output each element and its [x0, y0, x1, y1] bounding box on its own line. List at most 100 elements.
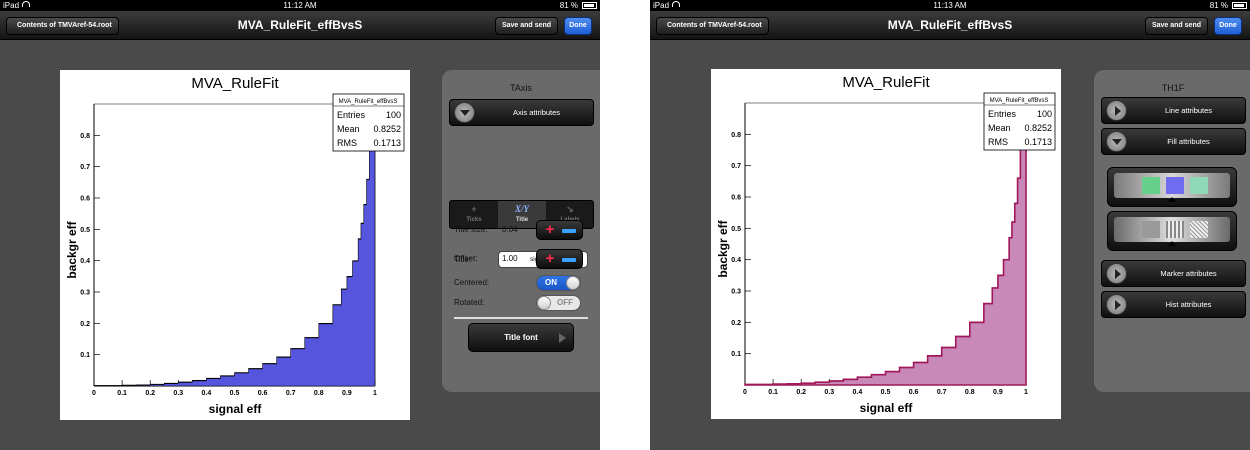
- pattern-swatch[interactable]: [1166, 221, 1184, 238]
- histogram-bin: [178, 381, 193, 383]
- histogram-bin: [290, 348, 305, 350]
- expand-down-icon: [1106, 131, 1127, 152]
- y-tick-label: 0.1: [731, 351, 741, 358]
- histogram-bin: [773, 384, 788, 385]
- color-swatch[interactable]: [1190, 177, 1208, 194]
- histogram-bin: [927, 355, 942, 357]
- title-size-stepper[interactable]: +: [536, 220, 583, 240]
- stats-mean-label: Mean: [337, 124, 360, 134]
- fill-pattern-picker[interactable]: [1107, 211, 1237, 251]
- x-tick-label: 0.2: [796, 389, 806, 396]
- histogram-bin: [352, 260, 359, 262]
- histogram-bin: [871, 374, 886, 376]
- offset-stepper[interactable]: +: [536, 249, 583, 269]
- y-tick-label: 0.1: [80, 352, 90, 359]
- plus-icon[interactable]: +: [545, 250, 555, 267]
- fill-attributes-label: Fill attributes: [1167, 137, 1210, 146]
- hist-attributes-button[interactable]: Hist attributes: [1101, 291, 1246, 318]
- color-wheel: [1114, 173, 1230, 198]
- navigation-bar: Contents of TMVAref-54.root MVA_RuleFit_…: [0, 11, 600, 40]
- stats-entries-label: Entries: [988, 109, 1017, 119]
- hist-attributes-label: Hist attributes: [1165, 300, 1212, 309]
- stats-mean-value: 0.8252: [1024, 123, 1052, 133]
- stats-rms-label: RMS: [337, 138, 357, 148]
- color-swatch[interactable]: [1166, 177, 1184, 194]
- histogram-area: [744, 117, 1027, 386]
- line-attributes-button[interactable]: Line attributes: [1101, 97, 1246, 124]
- plot-title: MVA_RuleFit: [842, 74, 930, 91]
- picker-pointer-icon: [1168, 197, 1176, 202]
- histogram-bin: [829, 380, 844, 382]
- stats-rms-value: 0.1713: [1024, 137, 1052, 147]
- y-tick-label: 0.8: [731, 132, 741, 139]
- panel-title: TAxis: [510, 83, 532, 93]
- y-tick-label: 0.5: [731, 226, 741, 233]
- minus-icon[interactable]: [562, 229, 576, 233]
- axis-attributes-button[interactable]: Axis attributes: [449, 99, 594, 126]
- histogram-bin: [1003, 259, 1010, 261]
- histogram-bin: [346, 276, 353, 278]
- histogram-bin: [360, 223, 364, 224]
- x-tick-label: 0.4: [202, 390, 212, 397]
- x-axis-label: signal eff: [860, 401, 914, 415]
- plus-icon[interactable]: +: [545, 221, 555, 238]
- y-tick-label: 0.6: [731, 195, 741, 202]
- title-size-value: 0.04: [502, 225, 518, 234]
- offset-value: 1.00: [502, 254, 518, 263]
- histogram-bin: [108, 385, 123, 387]
- histogram-bin: [843, 379, 858, 381]
- histogram-bin: [220, 375, 235, 377]
- battery-icon: [582, 2, 597, 9]
- save-and-send-button[interactable]: Save and send: [494, 17, 558, 35]
- stats-entries-value: 100: [1037, 109, 1052, 119]
- offset-label: Offset:: [454, 254, 478, 263]
- fill-color-picker[interactable]: [1107, 167, 1237, 207]
- histogram-bin: [164, 383, 179, 384]
- histogram-bin: [969, 322, 984, 324]
- histogram-bin: [899, 367, 914, 369]
- centered-switch[interactable]: ON: [536, 275, 581, 291]
- done-button[interactable]: Done: [564, 17, 592, 35]
- back-button[interactable]: Contents of TMVAref-54.root: [656, 17, 769, 35]
- x-tick-label: 0.6: [258, 390, 268, 397]
- stats-mean-value: 0.8252: [373, 124, 401, 134]
- pattern-swatch[interactable]: [1142, 221, 1160, 238]
- histogram-canvas[interactable]: MVA_RuleFit signal eff backgr eff 0 0.1 0.…: [711, 69, 1061, 419]
- y-tick-label: 0.3: [80, 290, 90, 297]
- wifi-icon: [672, 1, 681, 7]
- back-button[interactable]: Contents of TMVAref-54.root: [6, 17, 119, 35]
- histogram-bin: [1017, 178, 1021, 179]
- y-tick-label: 0.7: [80, 164, 90, 171]
- tab-ticks[interactable]: + Ticks: [450, 201, 498, 228]
- histogram-bin: [1009, 237, 1012, 239]
- histogram-bin: [234, 372, 249, 374]
- histogram-bin: [815, 382, 830, 383]
- minus-icon[interactable]: [562, 258, 576, 262]
- labels-icon: ↘: [566, 204, 574, 214]
- save-and-send-button[interactable]: Save and send: [1144, 17, 1208, 35]
- title-font-button[interactable]: Title font: [468, 323, 574, 352]
- x-tick-label: 0.2: [145, 390, 155, 397]
- y-tick-label: 0.4: [80, 258, 90, 265]
- histogram-bin: [206, 378, 221, 379]
- histogram-bin: [262, 363, 277, 365]
- carrier-label: iPad: [3, 0, 31, 11]
- fill-attributes-button[interactable]: Fill attributes: [1101, 128, 1246, 155]
- carrier-label: iPad: [653, 0, 681, 11]
- histogram-bin: [192, 380, 207, 382]
- stats-box: MVA_RuleFit_effBvsS Entries 100 Mean 0.8…: [983, 92, 1056, 151]
- color-swatch[interactable]: [1142, 177, 1160, 194]
- wifi-icon: [22, 1, 31, 7]
- histogram-canvas[interactable]: MVA_RuleFit signal eff backgr eff 0 0.1 0.…: [60, 70, 410, 420]
- histogram-bin: [248, 368, 263, 370]
- histogram-bin: [913, 362, 928, 364]
- histogram-bin: [136, 384, 151, 386]
- pattern-swatch[interactable]: [1190, 221, 1208, 238]
- switch-knob: [537, 296, 551, 310]
- panel-divider: [454, 317, 588, 319]
- histogram-bin: [276, 356, 291, 358]
- rotated-switch[interactable]: OFF: [536, 295, 581, 311]
- histogram-bin: [992, 287, 998, 289]
- marker-attributes-button[interactable]: Marker attributes: [1101, 260, 1246, 287]
- done-button[interactable]: Done: [1214, 17, 1242, 35]
